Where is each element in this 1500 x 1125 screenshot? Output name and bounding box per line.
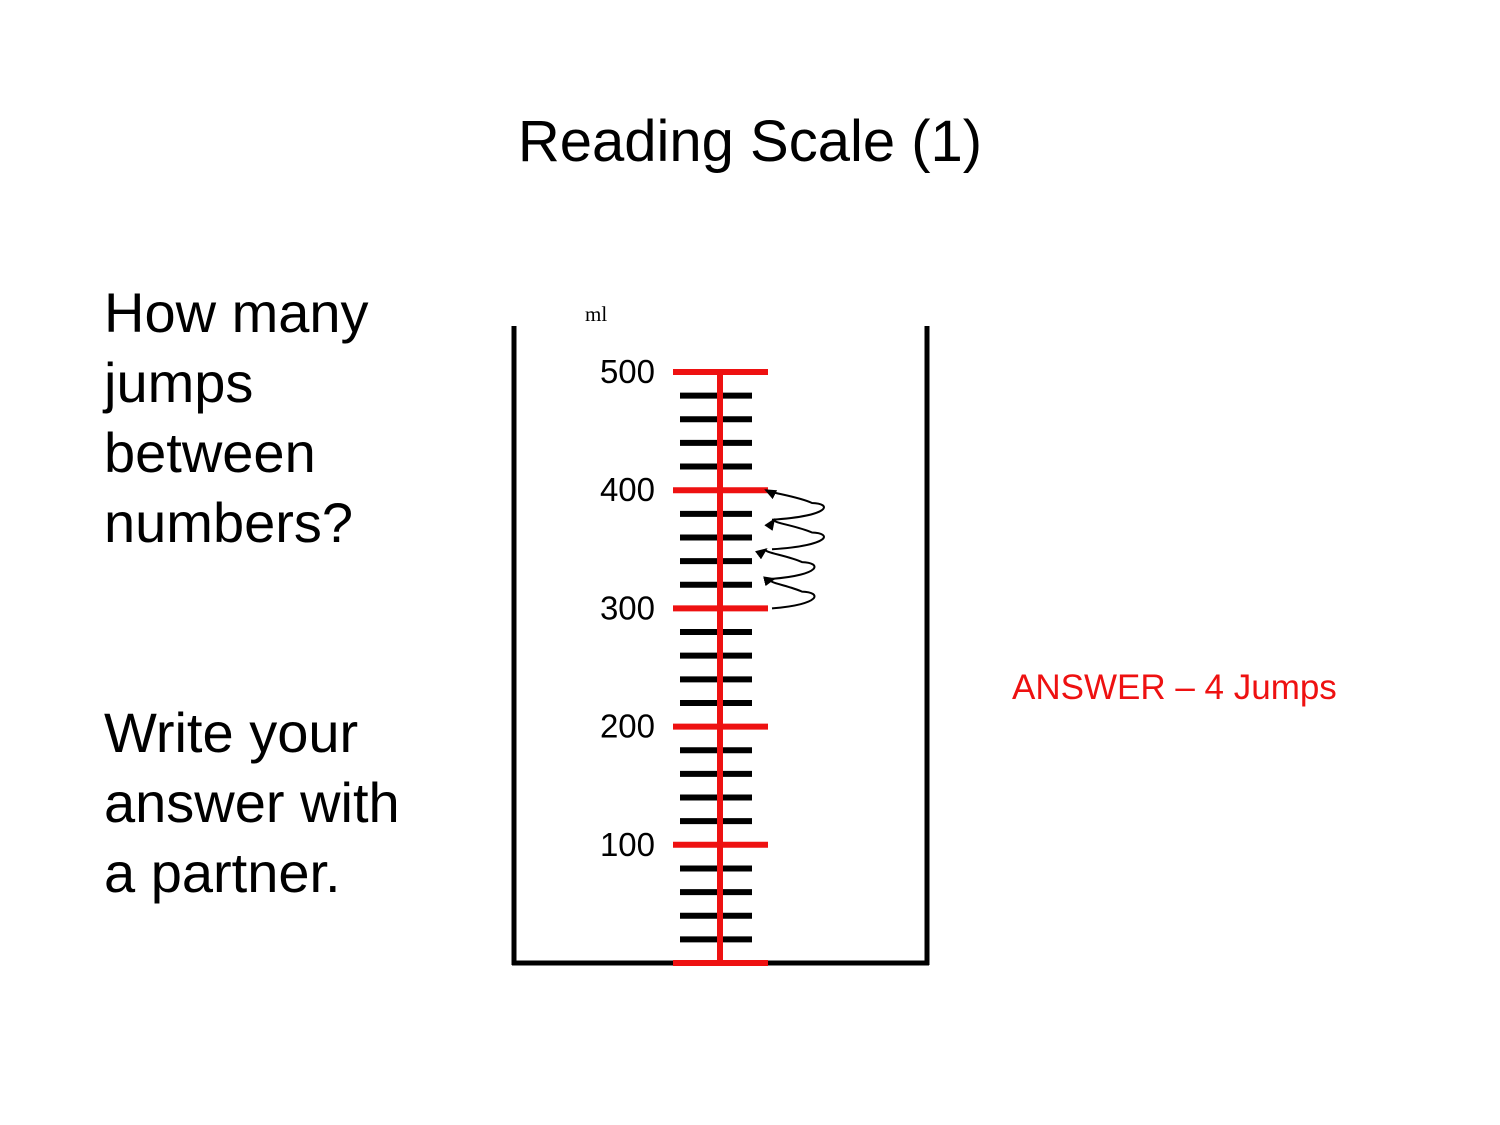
instruction-line: Write your (104, 701, 359, 764)
jump-arrow (764, 489, 825, 521)
tick-label: 200 (600, 708, 655, 745)
instruction-text: Write your answer with a partner. (104, 698, 464, 908)
instruction-line: answer with (104, 771, 400, 834)
scale-ticks (673, 369, 768, 966)
unit-label: ml (585, 302, 607, 326)
question-line: jumps (104, 351, 254, 414)
instruction-line: a partner. (104, 841, 341, 904)
question-line: numbers? (104, 491, 354, 554)
jump-arrow (764, 518, 825, 551)
scale-labels: 500 400 300 200 100 (600, 353, 655, 863)
question-line: How many (104, 281, 369, 344)
jump-arrow (763, 576, 816, 610)
question-line: between (104, 421, 316, 484)
slide-title: Reading Scale (1) (517, 109, 983, 174)
tick-label: 100 (600, 826, 655, 863)
jump-arrow (755, 548, 816, 580)
jump-arrows (755, 489, 825, 610)
question-text: How many jumps between numbers? (104, 278, 464, 558)
tick-label: 500 (600, 353, 655, 390)
answer-text: ANSWER – 4 Jumps (1012, 668, 1337, 707)
tick-label: 400 (600, 471, 655, 508)
tick-label: 300 (600, 589, 655, 626)
